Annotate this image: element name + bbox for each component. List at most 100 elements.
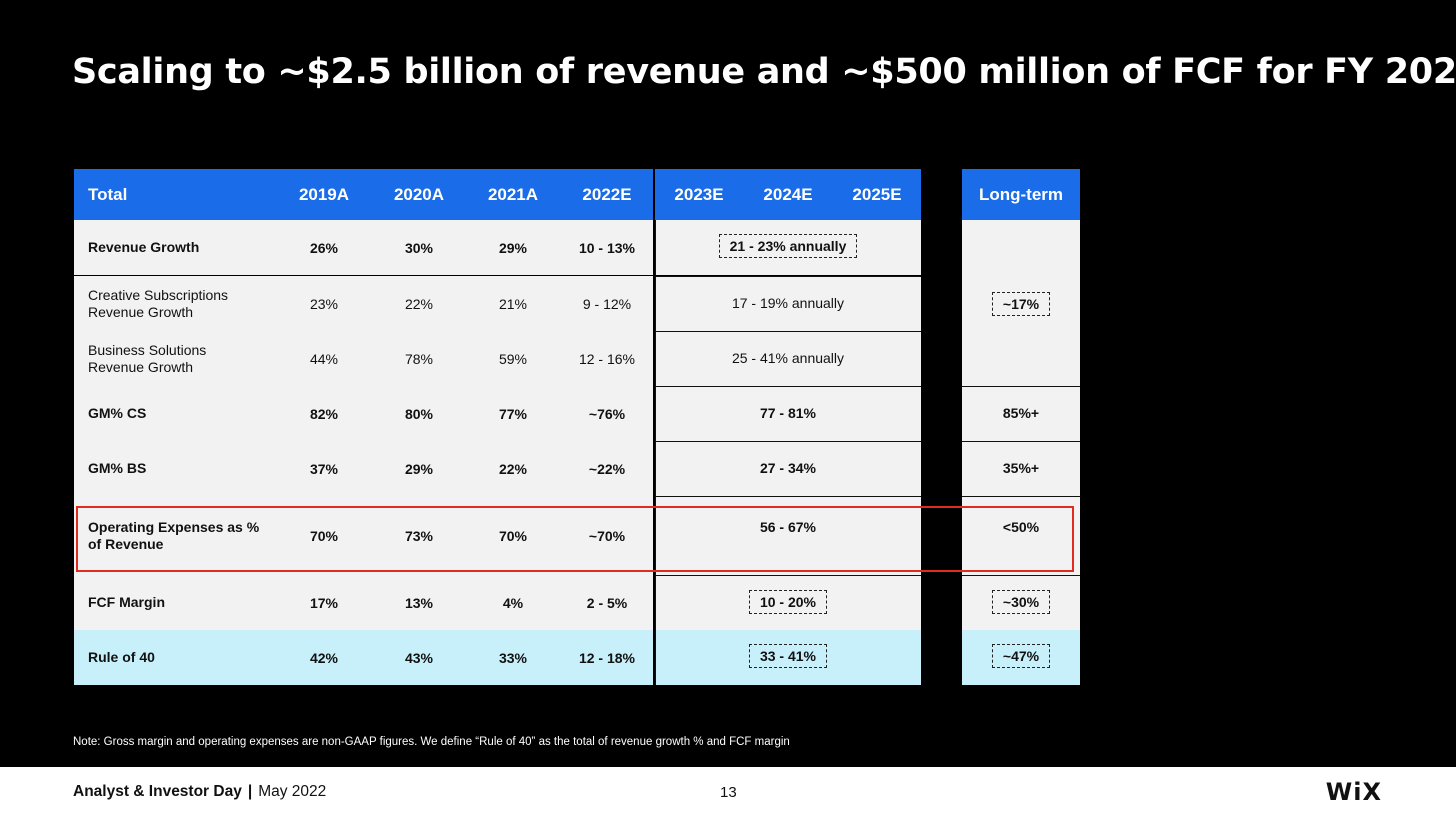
forecast-row: 33 - 41% [655,630,921,685]
row-label: Rule of 40 [88,649,155,665]
table-row: Rule of 40 42% 43% 33% 12 - 18% [74,630,653,685]
row-label: Revenue Growth [88,239,200,255]
table-row: FCF Margin 17% 13% 4% 2 - 5% [74,575,653,630]
longterm-row: 85%+ [962,386,1080,441]
table-row: Operating Expenses as % of Revenue 70% 73%… [74,496,653,575]
row-value: 43% [404,649,434,666]
table-row: Creative Subscriptions Revenue Growth 23%… [74,276,653,331]
longterm-value: <50% [1002,518,1040,535]
longterm-row: ~47% [962,630,1080,685]
table-row: GM% BS 37% 29% 22% ~22% [74,441,653,496]
longterm-row: ~30% [962,575,1080,630]
forecast-value: 10 - 20% [748,589,828,614]
header-2021a: 2021A [487,184,539,204]
row-label: Operating Expenses as % of Revenue [88,518,260,552]
forecast-cell: 56 - 67% [656,497,920,556]
forecast-row: 21 - 23% annually [655,220,921,275]
historic-table: Total 2019A 2020A 2021A 2022E Revenue Growth 2… [74,169,653,685]
row-label: Creative Subscriptions Revenue Growth [88,286,229,320]
row-value: 26% [309,239,339,256]
row-value: 80% [404,405,434,422]
row-value: 9 - 12% [582,295,632,312]
longterm-cell: ~30% [962,576,1080,627]
forecast-value: 27 - 34% [759,459,817,476]
row-value: 70% [309,527,339,544]
row-value: 29% [498,239,528,256]
table-row: GM% CS 82% 80% 77% ~76% [74,386,653,441]
forecast-cell: 17 - 19% annually [656,277,920,328]
longterm-row: <50% [962,496,1080,575]
forecast-header-row: 2023E 2024E 2025E [655,169,921,220]
forecast-value: 17 - 19% annually [731,294,845,311]
row-value: 22% [498,460,528,477]
event-date: May 2022 [258,783,327,800]
longterm-value: ~47% [991,643,1051,668]
opex-highlight-box [76,506,1074,572]
footer-separator: | [247,783,253,800]
row-value: 30% [404,239,434,256]
header-2025e: 2025E [852,184,902,204]
forecast-value: 77 - 81% [759,404,817,421]
row-value: 77% [498,405,528,422]
header-2023e: 2023E [674,184,724,204]
row-value: ~70% [588,527,626,544]
forecast-cell: 10 - 20% [656,576,920,627]
header-2024e: 2024E [763,184,813,204]
header-2020a: 2020A [393,184,445,204]
row-value: 23% [309,295,339,312]
row-value: 22% [404,295,434,312]
footnote: Note: Gross margin and operating expense… [73,736,790,748]
forecast-row: 56 - 67% [655,496,921,575]
longterm-value: 85%+ [1002,404,1040,421]
row-value: 59% [498,350,528,367]
row-value: ~22% [588,460,626,477]
row-value: 73% [404,527,434,544]
forecast-cell: 21 - 23% annually [656,220,920,271]
longterm-cell: ~47% [962,630,1080,681]
row-value: 2 - 5% [586,594,628,611]
forecast-table: 2023E 2024E 2025E 21 - 23% annually 17 - 19%… [655,169,921,685]
footer-event: Analyst & Investor Day | May 2022 [73,783,326,801]
longterm-table: Long-term ~17% 85%+ 35%+ <50% ~30% ~47% [962,169,1080,685]
row-value: 17% [309,594,339,611]
row-value: 44% [309,350,339,367]
longterm-cell: <50% [962,497,1080,556]
header-2019a: 2019A [298,184,350,204]
longterm-row: ~17% [962,220,1080,386]
forecast-value: 21 - 23% annually [718,233,858,258]
forecast-value: 33 - 41% [748,643,828,668]
longterm-row: 35%+ [962,441,1080,496]
row-value: ~76% [588,405,626,422]
header-long-term: Long-term [962,169,1080,220]
forecast-row: 10 - 20% [655,575,921,630]
row-value: 42% [309,649,339,666]
forecast-cell: 33 - 41% [656,630,920,681]
forecast-value: 56 - 67% [759,518,817,535]
row-value: 78% [404,350,434,367]
header-2022e: 2022E [582,184,632,204]
row-label: Business Solutions Revenue Growth [88,341,207,375]
forecast-row: 77 - 81% [655,386,921,441]
row-value: 82% [309,405,339,422]
table-row: Business Solutions Revenue Growth 44% 78% 5… [74,331,653,386]
forecast-row: 25 - 41% annually [655,331,921,386]
row-value: 37% [309,460,339,477]
row-value: 12 - 18% [578,649,636,666]
historic-header-row: Total 2019A 2020A 2021A 2022E [74,169,653,220]
longterm-cell: 35%+ [962,442,1080,493]
longterm-value: ~30% [991,589,1051,614]
row-value: 21% [498,295,528,312]
longterm-cell: 85%+ [962,387,1080,438]
forecast-row: 17 - 19% annually [655,276,921,331]
table-row: Revenue Growth 26% 30% 29% 10 - 13% [74,220,653,275]
wix-logo: WiX [1325,778,1382,806]
row-label: GM% BS [88,460,147,476]
longterm-value: 35%+ [1002,459,1040,476]
header-total: Total [88,184,128,204]
forecast-cell: 25 - 41% annually [656,332,920,383]
row-label: GM% CS [88,405,147,421]
longterm-cell: ~17% [962,276,1080,331]
page-number: 13 [720,784,737,801]
row-value: 33% [498,649,528,666]
row-value: 29% [404,460,434,477]
